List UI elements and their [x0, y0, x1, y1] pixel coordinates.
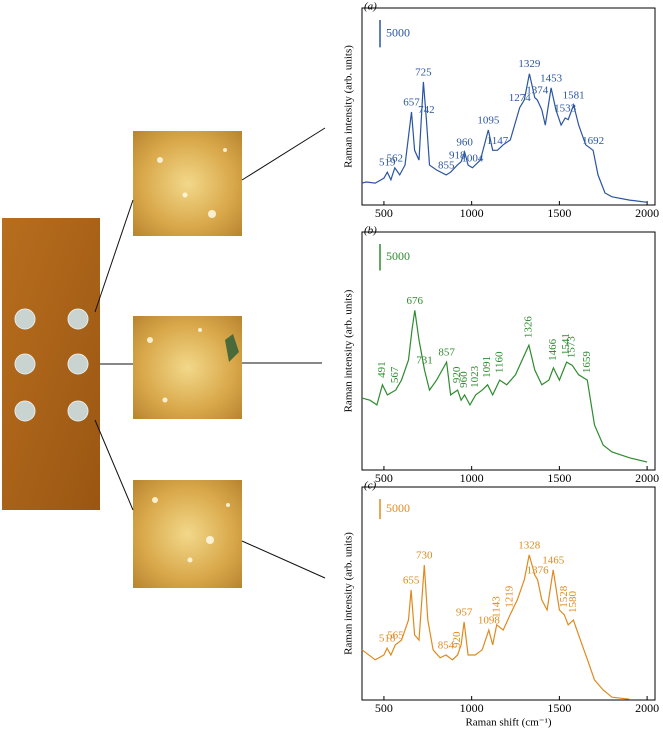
panel-label: (b)	[364, 225, 377, 237]
x-tick-label: 1500	[547, 206, 571, 220]
spectrum-line	[361, 554, 630, 700]
plot-frame	[361, 486, 656, 701]
peak-label: 1528	[558, 585, 570, 608]
spectrum-line	[361, 310, 648, 463]
peak-label: 960	[458, 371, 470, 388]
particle	[225, 334, 239, 362]
x-tick-label: 1000	[460, 701, 484, 715]
x-axis-label: Raman shift (cm⁻¹)	[465, 717, 551, 729]
peak-label: 519	[379, 157, 396, 169]
peak-label: 1160	[493, 351, 505, 373]
y-axis-label: Raman intensity (arb. units)	[343, 45, 355, 168]
plot-frame	[361, 7, 656, 206]
y-axis-label: Raman intensity (arb. units)	[343, 532, 355, 655]
x-tick-label: 500	[375, 471, 393, 485]
peak-label: 857	[438, 347, 455, 359]
x-tick-label: 2000	[635, 701, 659, 715]
sample-spots	[14, 308, 89, 422]
scale-bar-label: 5000	[386, 25, 410, 39]
peak-label: 518	[379, 633, 396, 645]
peak-label: 1659	[581, 351, 593, 374]
peak-label: 725	[415, 66, 432, 78]
peak-label: 1095	[477, 115, 500, 127]
peak-label: 1541	[560, 333, 572, 355]
peak-label: 918	[449, 150, 466, 162]
connector-lines	[94, 127, 326, 579]
x-tick-label: 2000	[635, 206, 659, 220]
sample-photo	[2, 127, 326, 588]
peak-label: 491	[376, 361, 388, 378]
peak-label: 1143	[490, 596, 502, 618]
peak-label: 1328	[518, 539, 541, 551]
x-tick-label: 1000	[460, 206, 484, 220]
x-tick-label: 1500	[547, 471, 571, 485]
peak-label: 567	[389, 366, 401, 383]
x-tick-label: 2000	[635, 471, 659, 485]
peak-label: 1376	[527, 564, 550, 576]
peak-label: 1004	[461, 152, 484, 164]
peak-label: 1326	[522, 316, 534, 339]
x-tick-label: 500	[375, 206, 393, 220]
peak-label: 1465	[542, 554, 565, 566]
peak-label: 957	[456, 607, 473, 619]
peak-label: 1147	[487, 135, 509, 147]
spectrum-line	[361, 73, 648, 203]
x-tick-label: 500	[375, 701, 393, 715]
peak-label: 730	[416, 549, 433, 561]
peak-label: 655	[403, 574, 420, 586]
micrograph	[133, 480, 242, 588]
scale-bar-label: 5000	[386, 249, 410, 263]
plot-frame	[361, 231, 656, 471]
peak-label: 657	[403, 97, 420, 109]
peak-label: 1466	[547, 338, 559, 361]
peak-label: 854	[438, 640, 455, 652]
peak-label: 742	[418, 104, 435, 116]
peak-label: 565	[387, 629, 404, 641]
x-tick-label: 1500	[547, 701, 571, 715]
peak-label: 1098	[478, 615, 501, 627]
y-axis-label: Raman intensity (arb. units)	[343, 289, 355, 412]
peak-label: 1692	[582, 135, 604, 147]
peak-label: 676	[407, 295, 424, 307]
panel-label: (a)	[364, 1, 377, 13]
peak-label: 1581	[563, 89, 585, 101]
peak-label: 1219	[504, 585, 516, 608]
peak-label: 1329	[518, 58, 541, 70]
peak-label: 1091	[481, 356, 493, 378]
peak-label: 1274	[509, 92, 532, 104]
panel-label: (c)	[364, 480, 377, 492]
micrograph	[133, 316, 242, 419]
peak-label: 1533	[554, 103, 577, 115]
peak-label: 1374	[526, 84, 549, 96]
peak-label: 1573	[566, 336, 578, 359]
scale-bar-label: 5000	[386, 501, 410, 515]
peak-label: 920	[451, 631, 463, 648]
peak-label: 1023	[469, 365, 481, 388]
peak-label: 731	[416, 355, 433, 367]
peak-label: 562	[387, 152, 404, 164]
peak-label: 855	[438, 159, 455, 171]
x-tick-label: 1000	[460, 471, 484, 485]
peak-label: 1453	[540, 72, 563, 84]
peak-label: 920	[451, 366, 463, 383]
speckles	[147, 148, 230, 563]
micrograph	[133, 131, 242, 236]
peak-label: 960	[456, 136, 473, 148]
peak-label: 1580	[567, 591, 579, 614]
